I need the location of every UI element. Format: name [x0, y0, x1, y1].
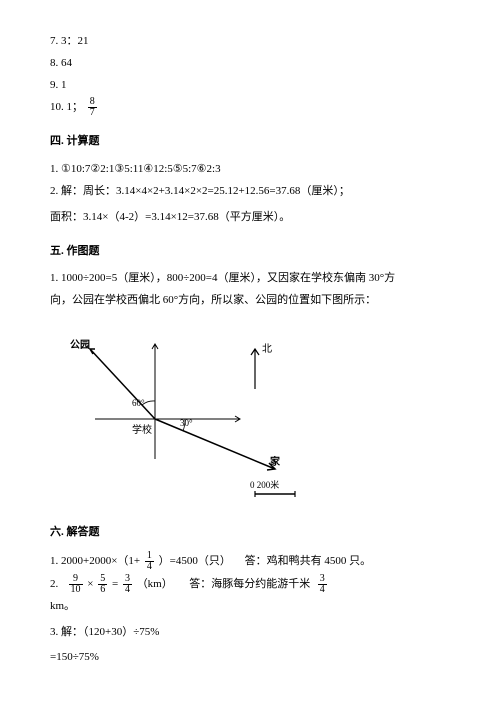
label-scale: 0 200米 [250, 477, 279, 493]
section-4-title: 四. 计算题 [50, 132, 450, 152]
sec6-q2-a: 2. [50, 578, 58, 590]
sec6-q1-c: 答：鸡和鸭共有 4500 只。 [245, 555, 372, 567]
section-5-title: 五. 作图题 [50, 242, 450, 262]
sec4-q2a: 2. 解：周长：3.14×4×2+3.14×2×2=25.12+12.56=37… [50, 182, 450, 202]
fraction-den: 10 [69, 585, 83, 595]
answer-10-prefix: 10. 1； [50, 101, 83, 113]
sec5-line1: 1. 1000÷200=5（厘米），800÷200=4（厘米），又因家在学校东偏… [50, 269, 450, 289]
fraction-3-4b: 3 4 [318, 574, 327, 595]
sec6-q3b: =150÷75% [50, 648, 450, 668]
label-school: 学校 [132, 422, 152, 440]
geometry-diagram: 公园 学校 家 北 60° 30° 0 200米 [70, 319, 350, 509]
document-page: 7. 3：21 8. 64 9. 1 10. 1； 8 7 四. 计算题 1. … [0, 0, 500, 690]
sec6-q3a: 3. 解：（120+30）÷75% [50, 623, 450, 643]
fraction-8-7: 8 7 [88, 97, 97, 118]
label-north: 北 [262, 341, 272, 359]
sec4-q2b: 面积：3.14×（4-2）=3.14×12=37.68（平方厘米）。 [50, 208, 450, 228]
sec4-q1: 1. ①10:7②2:1③5:11④12:5⑤5:7⑥2:3 [50, 160, 450, 180]
fraction-den: 7 [88, 108, 97, 118]
fraction-9-10: 9 10 [69, 574, 83, 595]
answer-8: 8. 64 [50, 54, 450, 74]
fraction-1-4: 1 4 [145, 551, 154, 572]
diagram-svg [70, 319, 350, 509]
label-home: 家 [270, 454, 280, 472]
sec5-line2: 向，公园在学校西偏北 60°方向，所以家、公园的位置如下图所示： [50, 291, 450, 311]
sec6-q2-unit: （km） [137, 578, 173, 590]
sec6-q2-tail: km。 [50, 597, 450, 617]
section-6-title: 六. 解答题 [50, 523, 450, 543]
label-park: 公园 [70, 337, 90, 355]
fraction-den: 4 [318, 585, 327, 595]
answer-9: 9. 1 [50, 76, 450, 96]
label-60deg: 60° [132, 395, 145, 411]
answer-10: 10. 1； 8 7 [50, 97, 450, 118]
sec6-q1-b: ）=4500（只） [159, 555, 231, 567]
fraction-den: 4 [123, 585, 132, 595]
answer-7: 7. 3：21 [50, 32, 450, 52]
label-30deg: 30° [180, 415, 193, 431]
sec6-q2-ans: 答：海豚每分约能游千米 [189, 578, 310, 590]
fraction-den: 6 [98, 585, 107, 595]
sec6-q2: 2. 9 10 × 5 6 = 3 4 （km） 答：海豚每分约能游千米 3 4 [50, 574, 450, 595]
sec6-q1: 1. 2000+2000×（1+ 1 4 ）=4500（只） 答：鸡和鸭共有 4… [50, 551, 450, 572]
sec6-q2-mid2: = [112, 578, 121, 590]
fraction-3-4: 3 4 [123, 574, 132, 595]
fraction-5-6: 5 6 [98, 574, 107, 595]
sec6-q1-a: 1. 2000+2000×（1+ [50, 555, 140, 567]
sec6-q2-mid1: × [87, 578, 96, 590]
fraction-den: 4 [145, 562, 154, 572]
